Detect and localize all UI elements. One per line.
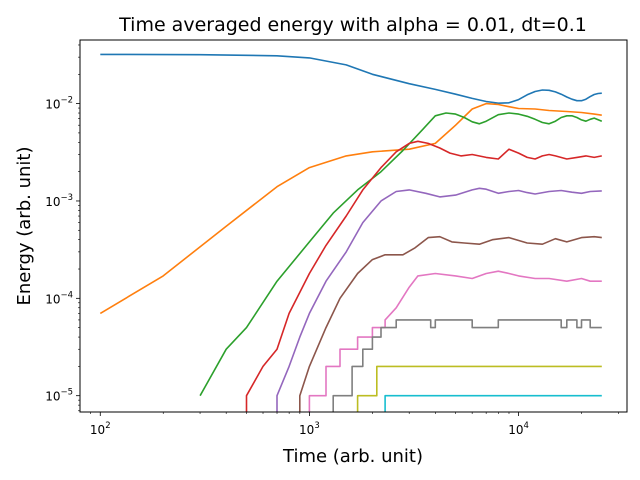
series-line-9 (356, 365, 602, 412)
y-tick-label: 10−4 (45, 290, 73, 306)
series-line-6 (299, 235, 602, 412)
x-tick-label: 104 (508, 421, 529, 437)
series-line-8 (332, 319, 602, 412)
y-tick-label: 10−2 (45, 96, 73, 112)
plot-frame (79, 39, 628, 413)
x-axis-label: Time (arb. unit) (282, 446, 423, 467)
series-line-5 (276, 187, 602, 412)
series-line-2 (99, 102, 602, 315)
series-line-7 (308, 270, 602, 412)
series-line-3 (199, 112, 603, 397)
x-tick-label: 102 (90, 421, 111, 437)
series-line-4 (245, 140, 602, 412)
y-axis-ticks: 10−5 10−4 10−3 10−2 (45, 44, 80, 412)
chart-title: Time averaged energy with alpha = 0.01, … (118, 14, 587, 36)
x-tick-label: 103 (299, 421, 320, 437)
series-layer (99, 53, 603, 412)
series-line-1 (100, 53, 602, 104)
y-tick-label: 10−5 (45, 388, 73, 404)
series-line-10 (384, 394, 602, 412)
y-tick-label: 10−3 (45, 193, 73, 209)
x-axis-ticks: 102 103 104 (90, 412, 619, 437)
y-axis-label: Energy (arb. unit) (14, 147, 35, 306)
